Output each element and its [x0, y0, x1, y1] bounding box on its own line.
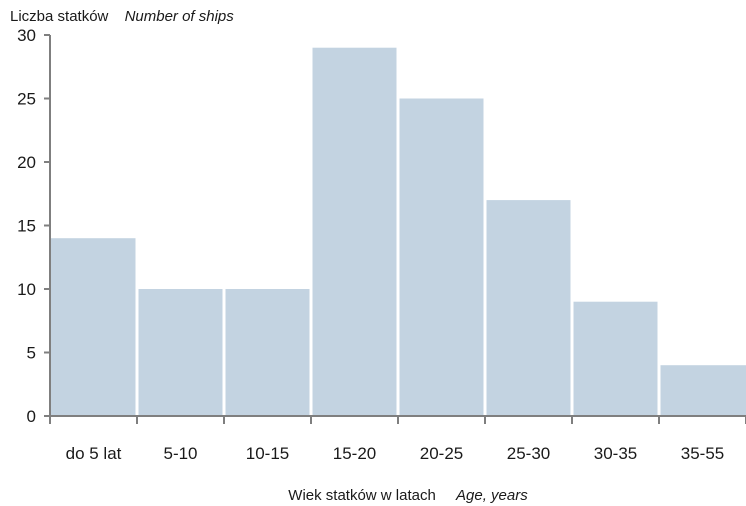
bar-25-30 — [486, 200, 571, 416]
y-tick-label: 15 — [17, 217, 36, 236]
bar-10-15 — [225, 289, 310, 416]
x-tick-label: do 5 lat — [66, 444, 122, 463]
x-tick-label: 30-35 — [594, 444, 637, 463]
x-tick-label: 35-55 — [681, 444, 724, 463]
bar-5-10 — [138, 289, 223, 416]
bars-layer — [50, 47, 746, 416]
x-axis-label-pl: Wiek statków w latach — [288, 487, 436, 504]
x-ticks: do 5 lat 5-10 10-15 15-20 20-25 25-30 30-35 35-… — [49, 416, 746, 463]
y-tick-label: 30 — [17, 26, 36, 45]
bar-35-55 — [660, 365, 746, 416]
x-tick-label: 20-25 — [420, 444, 463, 463]
x-axis-label-en: Age, years — [455, 487, 528, 504]
y-tick-label: 5 — [27, 344, 36, 363]
bar-20-25 — [399, 98, 484, 416]
y-axis-label-pl: Liczba statków — [10, 8, 109, 25]
x-tick-label: 10-15 — [246, 444, 289, 463]
y-tick-label: 0 — [27, 407, 36, 426]
y-axis-label: Liczba statków Number of ships — [10, 8, 234, 25]
x-tick-label: 15-20 — [333, 444, 376, 463]
x-tick-label: 25-30 — [507, 444, 550, 463]
bar-30-35 — [573, 301, 658, 416]
y-axis-label-en: Number of ships — [125, 8, 235, 25]
y-tick-label: 20 — [17, 153, 36, 172]
y-ticks: 0 5 10 15 20 25 30 — [17, 26, 50, 426]
y-tick-label: 25 — [17, 90, 36, 109]
bar-15-20 — [312, 47, 397, 416]
y-tick-label: 10 — [17, 280, 36, 299]
bar-do-5-lat — [50, 238, 136, 416]
x-axis-label: Wiek statków w latach Age, years — [288, 487, 528, 504]
x-tick-label: 5-10 — [163, 444, 197, 463]
